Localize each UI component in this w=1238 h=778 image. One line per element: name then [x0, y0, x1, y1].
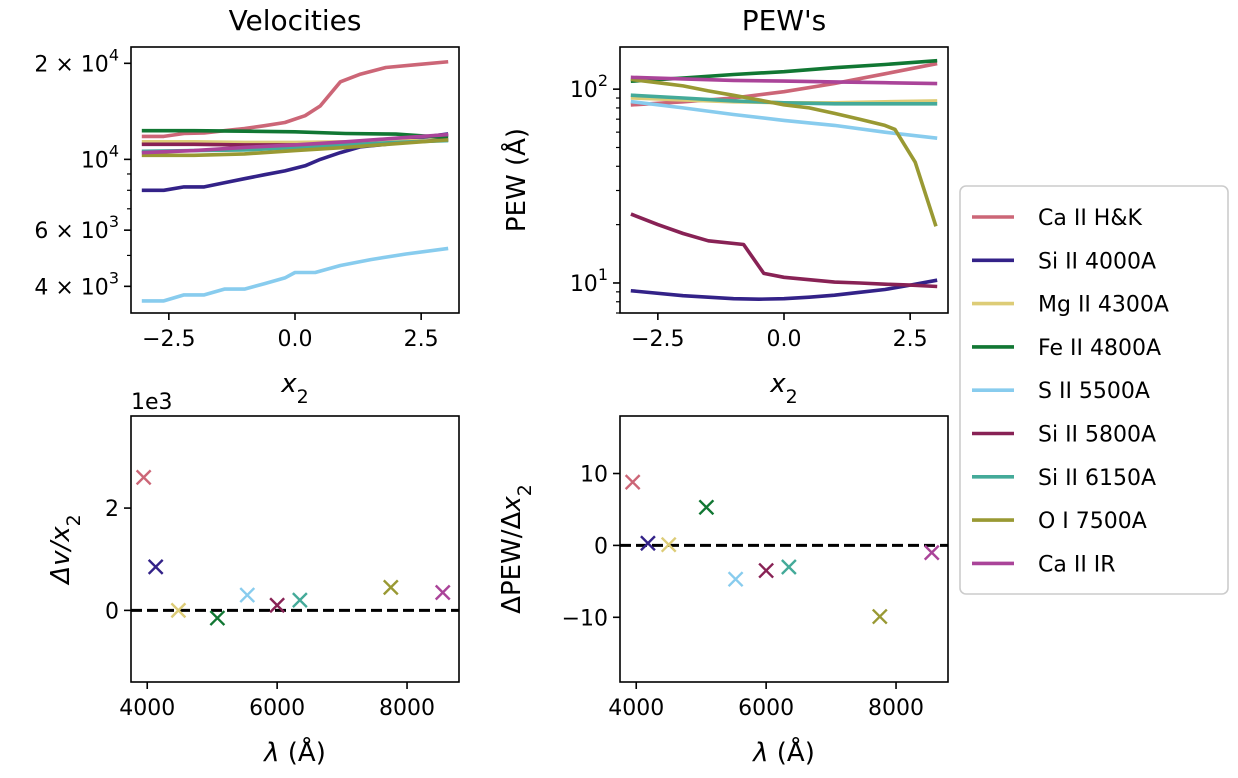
- panel-2: −2.5 0.0 2.5 101 102 PEW's x2 PEW (Å): [500, 4, 949, 408]
- point-marker: [382, 579, 399, 596]
- point-marker: [269, 597, 285, 614]
- point-marker: [923, 544, 940, 561]
- point-marker: [147, 559, 164, 575]
- y-tick-label: 0: [105, 599, 119, 624]
- legend-label: Ca II H&K: [1038, 206, 1143, 231]
- legend-item: Ca II IR: [972, 552, 1116, 577]
- x-tick-label: 0.0: [767, 327, 802, 352]
- point-marker: [170, 602, 187, 619]
- series-line: [141, 132, 449, 155]
- point-marker: [781, 559, 797, 575]
- panel-3: 4000 6000 8000 0 2 λ (Å) Δv/x2 1e3: [46, 390, 460, 768]
- point-marker: [698, 499, 715, 516]
- point-marker: [434, 584, 451, 601]
- plot-area: [630, 58, 938, 302]
- x-tick-label: 2.5: [404, 327, 439, 352]
- legend-label: O I 7500A: [1038, 509, 1147, 534]
- panel-title: Velocities: [229, 4, 362, 37]
- legend-item: Si II 4000A: [972, 249, 1156, 274]
- panel-1: −2.5 0.0 2.5 4 × 103 6 × 103 104 2 × 104 Veloci…: [34, 4, 460, 408]
- y-axis-label: PEW (Å): [500, 128, 532, 232]
- point-marker: [758, 562, 774, 579]
- axes-frame: [130, 415, 460, 683]
- legend-item: Si II 5800A: [972, 423, 1156, 448]
- series-line: [141, 59, 449, 139]
- x-tick-label: 6000: [738, 696, 794, 721]
- series-line: [141, 128, 449, 140]
- x-tick-label: 6000: [249, 696, 305, 721]
- x-axis-label: x2: [280, 369, 308, 408]
- y-tick-label: 2 × 104: [34, 45, 119, 77]
- series-line: [630, 75, 938, 86]
- series-line: [630, 212, 938, 289]
- axes-frame: [619, 415, 949, 683]
- panel-4: 4000 6000 8000 −10 0 10 λ (Å) ΔPEW/Δx2: [497, 415, 949, 768]
- series-line: [141, 246, 449, 303]
- point-marker: [209, 610, 226, 626]
- x-axis-label: λ (Å): [751, 736, 815, 768]
- x-axis-label: x2: [769, 369, 797, 408]
- series-line: [141, 138, 449, 158]
- plot-area: [141, 59, 449, 303]
- series-line: [630, 99, 938, 140]
- legend-label: Mg II 4300A: [1038, 293, 1169, 318]
- legend-label: Si II 5800A: [1038, 423, 1156, 448]
- series-line: [630, 278, 938, 302]
- legend-label: Si II 4000A: [1038, 249, 1156, 274]
- y-tick-label: 102: [570, 71, 608, 103]
- legend-item: Ca II H&K: [972, 206, 1143, 231]
- y-axis-label: Δv/x2: [46, 514, 85, 585]
- x-tick-label: 4000: [119, 696, 175, 721]
- y-tick-label: 101: [570, 265, 608, 297]
- point-marker: [640, 535, 656, 552]
- y-axis-label: ΔPEW/Δx2: [497, 484, 536, 614]
- plot-area: [131, 469, 459, 626]
- y-tick-label: 10: [580, 463, 608, 488]
- legend-item: Mg II 4300A: [972, 293, 1169, 318]
- x-tick-label: −2.5: [631, 327, 684, 352]
- x-tick-label: 8000: [379, 696, 435, 721]
- point-marker: [660, 536, 677, 553]
- legend-label: S II 5500A: [1038, 379, 1150, 404]
- point-marker: [727, 571, 744, 588]
- point-marker: [135, 469, 152, 486]
- legend-item: O I 7500A: [972, 509, 1147, 534]
- x-tick-label: 0.0: [278, 327, 313, 352]
- x-tick-label: −2.5: [142, 327, 195, 352]
- series-line: [630, 93, 938, 106]
- x-axis-label: λ (Å): [262, 736, 326, 768]
- y-offset-label: 1e3: [131, 390, 173, 415]
- legend-item: S II 5500A: [972, 379, 1150, 404]
- plot-area: [620, 474, 948, 625]
- y-tick-label: 4 × 103: [34, 268, 119, 300]
- y-tick-label: 6 × 103: [34, 212, 119, 244]
- x-tick-label: 4000: [608, 696, 664, 721]
- series-line: [630, 77, 938, 227]
- legend: Ca II H&K Si II 4000A Mg II 4300A Fe II 480…: [959, 185, 1229, 595]
- x-tick-label: 2.5: [893, 327, 928, 352]
- legend-frame: [959, 185, 1229, 595]
- y-tick-label: 2: [105, 497, 119, 522]
- series-line: [630, 61, 938, 107]
- legend-item: Si II 6150A: [972, 466, 1156, 491]
- legend-label: Si II 6150A: [1038, 466, 1156, 491]
- panel-title: PEW's: [742, 4, 827, 37]
- legend-item: Fe II 4800A: [972, 336, 1161, 361]
- point-marker: [239, 587, 256, 603]
- axes-frame: [619, 46, 949, 314]
- y-tick-label: 0: [594, 534, 608, 559]
- y-tick-label: 104: [81, 141, 119, 173]
- x-tick-label: 8000: [868, 696, 924, 721]
- legend-label: Fe II 4800A: [1038, 336, 1161, 361]
- point-marker: [292, 592, 308, 609]
- y-tick-label: −10: [562, 606, 608, 631]
- point-marker: [624, 474, 641, 490]
- point-marker: [871, 608, 888, 625]
- legend-label: Ca II IR: [1038, 552, 1116, 577]
